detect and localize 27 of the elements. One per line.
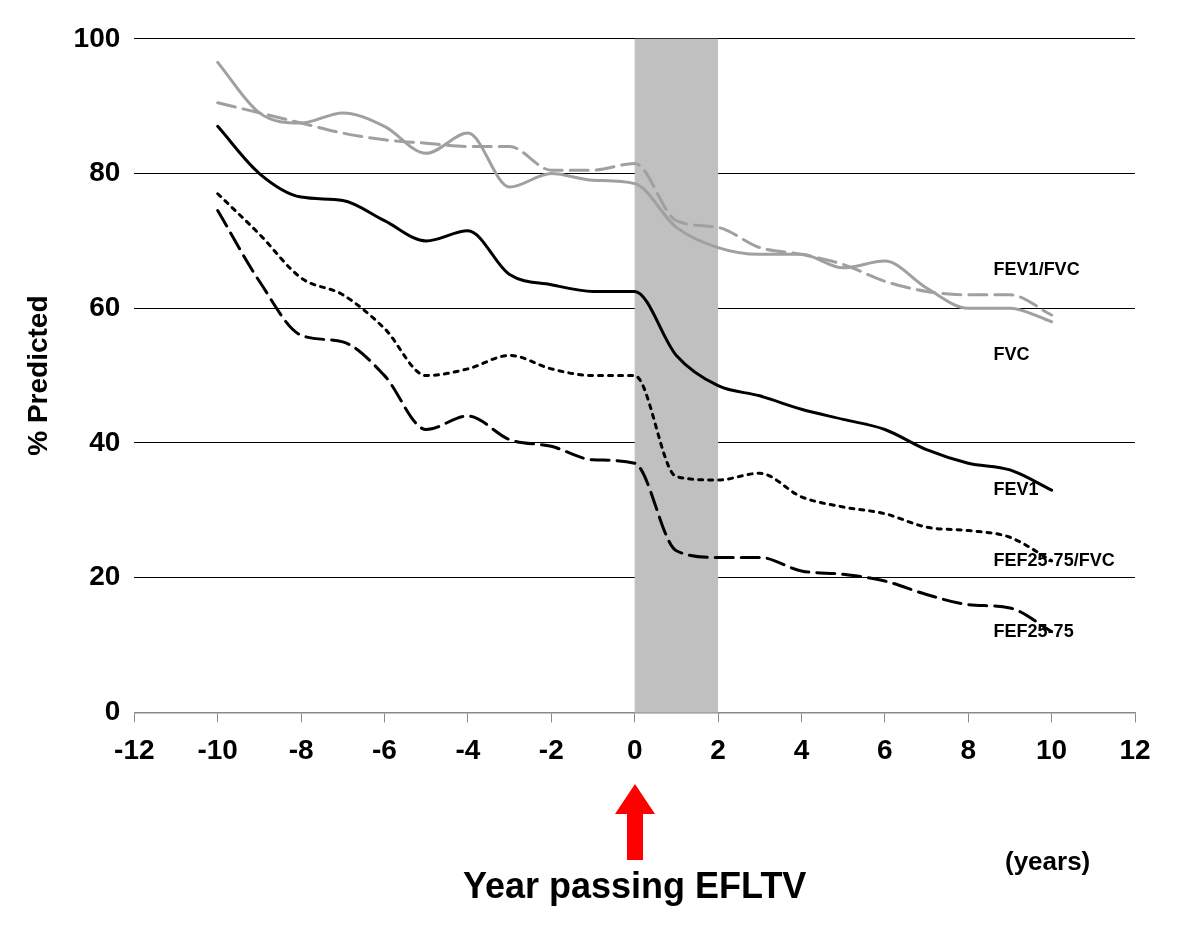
x-tick-label: -4 [455, 733, 481, 765]
x-tick-label: 2 [710, 733, 726, 765]
y-axis-title: % Predicted [21, 295, 53, 456]
x-tick-label: 10 [1036, 733, 1068, 765]
x-tick-label: 4 [793, 733, 810, 765]
x-tick-label: 8 [960, 733, 977, 765]
y-tick-label: 40 [89, 425, 121, 457]
series-label: FEF25-75/FVC [993, 549, 1115, 570]
y-tick-label: 60 [89, 290, 121, 322]
x-tick-label: 12 [1119, 733, 1151, 765]
x-tick-label: -12 [114, 733, 155, 765]
y-tick-label: 100 [73, 21, 121, 53]
x-axis-title: (years) [1005, 845, 1091, 876]
series-label: FEV1 [993, 479, 1039, 500]
x-tick-label: -8 [288, 733, 314, 765]
series-label: FEV1/FVC [993, 258, 1080, 279]
series-label: FVC [993, 343, 1030, 364]
y-tick-label: 0 [104, 695, 121, 727]
x-tick-label: 0 [626, 733, 643, 765]
series-label: FEF25-75 [993, 620, 1074, 641]
y-tick-label: 20 [89, 560, 121, 592]
x-tick-label: -6 [372, 733, 397, 765]
x-tick-label: -2 [538, 733, 564, 765]
text: Year passing EFLTV [462, 865, 807, 907]
x-tick-label: -10 [197, 733, 238, 765]
y-tick-label: 80 [89, 156, 121, 188]
x-tick-label: 6 [877, 733, 893, 765]
